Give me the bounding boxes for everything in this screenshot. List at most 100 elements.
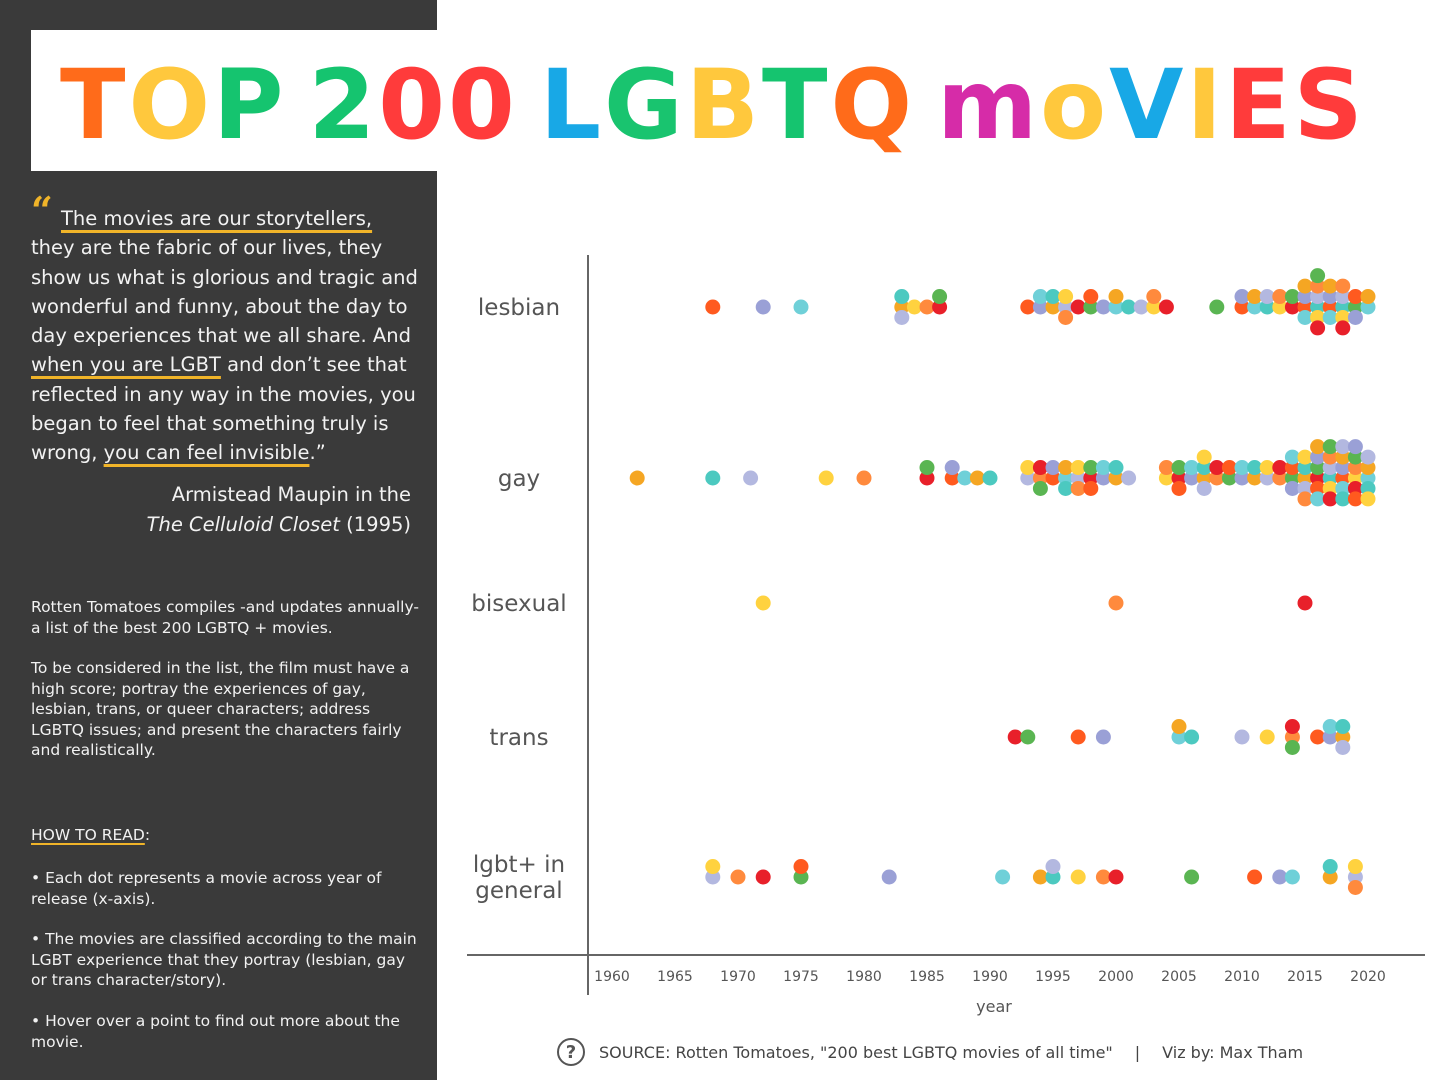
movie-dot[interactable]	[1070, 470, 1086, 486]
movie-dot[interactable]	[1297, 299, 1313, 315]
movie-dot[interactable]	[1347, 480, 1363, 496]
movie-dot[interactable]	[1032, 289, 1048, 305]
movie-dot[interactable]	[1247, 470, 1263, 486]
movie-dot[interactable]	[1322, 460, 1338, 476]
movie-dot[interactable]	[1347, 289, 1363, 305]
movie-dot[interactable]	[1322, 439, 1338, 455]
movie-dot[interactable]	[1209, 299, 1225, 315]
movie-dot[interactable]	[1310, 470, 1326, 486]
movie-dot[interactable]	[1146, 299, 1162, 315]
movie-dot[interactable]	[1184, 460, 1200, 476]
movie-dot[interactable]	[1297, 309, 1313, 325]
movie-dot[interactable]	[1284, 449, 1300, 465]
movie-dot[interactable]	[1272, 869, 1288, 885]
movie-dot[interactable]	[1095, 729, 1111, 745]
movie-dot[interactable]	[1058, 460, 1074, 476]
movie-dot[interactable]	[1284, 719, 1300, 735]
movie-dot[interactable]	[932, 299, 948, 315]
movie-dot[interactable]	[1322, 869, 1338, 885]
movie-dot[interactable]	[1347, 879, 1363, 895]
movie-dot[interactable]	[818, 470, 834, 486]
movie-dot[interactable]	[1171, 460, 1187, 476]
movie-dot[interactable]	[1108, 869, 1124, 885]
movie-dot[interactable]	[1322, 859, 1338, 875]
movie-dot[interactable]	[1007, 729, 1023, 745]
movie-dot[interactable]	[1322, 278, 1338, 294]
movie-dot[interactable]	[1322, 299, 1338, 315]
movie-dot[interactable]	[1045, 859, 1061, 875]
movie-dot[interactable]	[1171, 719, 1187, 735]
movie-dot[interactable]	[1297, 480, 1313, 496]
movie-dot[interactable]	[1347, 491, 1363, 507]
movie-dot[interactable]	[1335, 320, 1351, 336]
movie-dot[interactable]	[1360, 491, 1376, 507]
movie-dot[interactable]	[1335, 449, 1351, 465]
movie-dot[interactable]	[1234, 299, 1250, 315]
movie-dot[interactable]	[1234, 460, 1250, 476]
movie-dot[interactable]	[1360, 480, 1376, 496]
movie-dot[interactable]	[743, 470, 759, 486]
movie-dot[interactable]	[1032, 480, 1048, 496]
movie-dot[interactable]	[1020, 470, 1036, 486]
movie-dot[interactable]	[1284, 729, 1300, 745]
movie-dot[interactable]	[1020, 729, 1036, 745]
movie-dot[interactable]	[1335, 491, 1351, 507]
movie-dot[interactable]	[1158, 470, 1174, 486]
movie-dot[interactable]	[1322, 449, 1338, 465]
movie-dot[interactable]	[1045, 869, 1061, 885]
movie-dot[interactable]	[957, 470, 973, 486]
movie-dot[interactable]	[1209, 470, 1225, 486]
movie-dot[interactable]	[1045, 299, 1061, 315]
movie-dot[interactable]	[705, 869, 721, 885]
movie-dot[interactable]	[1284, 289, 1300, 305]
movie-dot[interactable]	[1322, 309, 1338, 325]
movie-dot[interactable]	[1322, 491, 1338, 507]
movie-dot[interactable]	[1184, 729, 1200, 745]
movie-dot[interactable]	[1335, 470, 1351, 486]
movie-dot[interactable]	[1095, 299, 1111, 315]
movie-dot[interactable]	[1020, 460, 1036, 476]
movie-dot[interactable]	[1247, 869, 1263, 885]
movie-dot[interactable]	[1259, 460, 1275, 476]
movie-dot[interactable]	[1146, 289, 1162, 305]
movie-dot[interactable]	[1108, 299, 1124, 315]
movie-dot[interactable]	[995, 869, 1011, 885]
movie-dot[interactable]	[1310, 491, 1326, 507]
movie-dot[interactable]	[944, 460, 960, 476]
movie-dot[interactable]	[1070, 729, 1086, 745]
movie-dot[interactable]	[1284, 460, 1300, 476]
movie-dot[interactable]	[1310, 449, 1326, 465]
movie-dot[interactable]	[1322, 480, 1338, 496]
movie-dot[interactable]	[1045, 470, 1061, 486]
movie-dot[interactable]	[1360, 299, 1376, 315]
movie-dot[interactable]	[1234, 289, 1250, 305]
movie-dot[interactable]	[1108, 595, 1124, 611]
movie-dot[interactable]	[629, 470, 645, 486]
movie-dot[interactable]	[1108, 470, 1124, 486]
movie-dot[interactable]	[1310, 320, 1326, 336]
movie-dot[interactable]	[1310, 278, 1326, 294]
movie-dot[interactable]	[1095, 460, 1111, 476]
movie-dot[interactable]	[1335, 309, 1351, 325]
movie-dot[interactable]	[1083, 460, 1099, 476]
movie-dot[interactable]	[1247, 289, 1263, 305]
movie-dot[interactable]	[1284, 470, 1300, 486]
movie-dot[interactable]	[919, 299, 935, 315]
movie-dot[interactable]	[1310, 460, 1326, 476]
movie-dot[interactable]	[1058, 289, 1074, 305]
movie-dot[interactable]	[1020, 299, 1036, 315]
movie-dot[interactable]	[1335, 299, 1351, 315]
movie-dot[interactable]	[1221, 460, 1237, 476]
movie-dot[interactable]	[793, 299, 809, 315]
movie-dot[interactable]	[1158, 299, 1174, 315]
movie-dot[interactable]	[705, 859, 721, 875]
movie-dot[interactable]	[969, 470, 985, 486]
movie-dot[interactable]	[1297, 449, 1313, 465]
movie-dot[interactable]	[982, 470, 998, 486]
movie-dot[interactable]	[1259, 299, 1275, 315]
movie-dot[interactable]	[1196, 449, 1212, 465]
movie-dot[interactable]	[730, 869, 746, 885]
movie-dot[interactable]	[1310, 480, 1326, 496]
movie-dot[interactable]	[1171, 470, 1187, 486]
movie-dot[interactable]	[1335, 439, 1351, 455]
